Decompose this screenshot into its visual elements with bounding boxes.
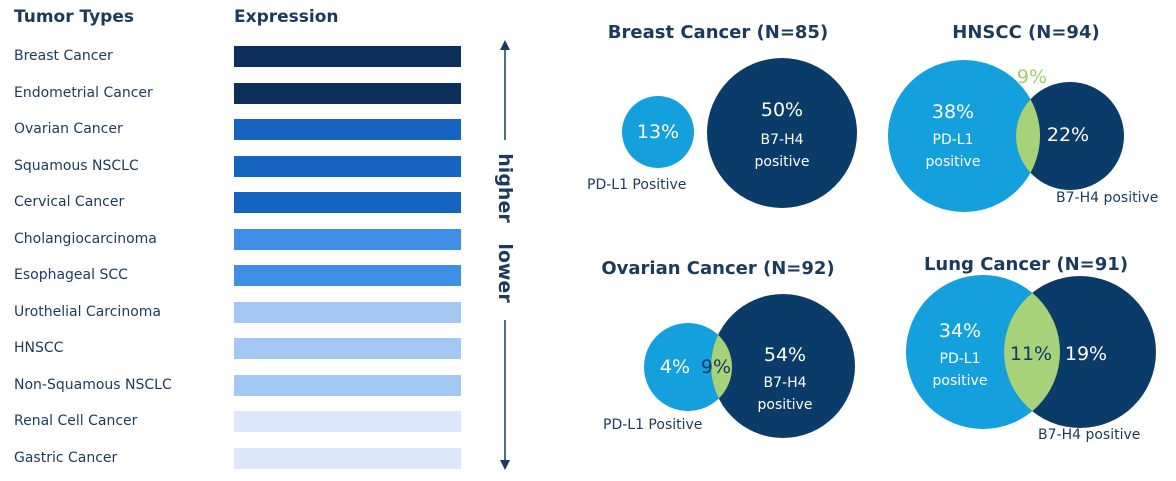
breast-b7h4-label-2: positive	[754, 154, 810, 170]
tumor-type-label: Endometrial Cancer	[14, 84, 153, 101]
lung-pdl1-label-2: positive	[932, 373, 988, 389]
ovarian-overlap-pct: 9%	[700, 356, 732, 378]
expression-bar	[234, 46, 461, 67]
ovarian-pdl1-external-label: PD-L1 Positive	[603, 417, 703, 433]
breast-title: Breast Cancer (N=85)	[607, 22, 829, 43]
tumor-type-label: Urothelial Carcinoma	[14, 303, 161, 320]
hnscc-b7h4-external-label: B7-H4 positive	[1056, 190, 1159, 206]
ovarian-pdl1-circle	[644, 323, 732, 411]
ovarian-title: Ovarian Cancer (N=92)	[601, 258, 835, 279]
tumor-type-label: Cervical Cancer	[14, 194, 125, 210]
lung-pdl1-label-1: PD-L1	[939, 351, 981, 367]
expression-bar	[234, 119, 461, 140]
hnscc-b7h4-pct: 22%	[1046, 124, 1090, 146]
ovarian-b7h4-circle	[711, 294, 855, 438]
hnscc-pdl1-label-1: PD-L1	[932, 132, 974, 148]
lung-b7h4-pct: 19%	[1064, 343, 1108, 365]
hnscc-pdl1-pct: 38%	[931, 101, 975, 123]
breast-pdl1-pct: 13%	[636, 121, 680, 143]
expression-bar	[234, 411, 461, 432]
expression-bar	[234, 265, 461, 286]
expression-bar	[234, 447, 461, 469]
hnscc-pdl1-label-2: positive	[925, 154, 981, 170]
tumor-type-label: HNSCC	[14, 340, 64, 356]
expression-bar	[234, 374, 461, 396]
lung-overlap	[1004, 276, 1060, 428]
breast-pdl1-circle	[622, 96, 694, 168]
ovarian-b7h4-label-1: B7-H4	[763, 375, 807, 391]
tumor-type-label: Ovarian Cancer	[14, 121, 123, 137]
expression-header: Expression	[234, 7, 339, 27]
lung-b7h4-external-label: B7-H4 positive	[1038, 427, 1141, 443]
ovarian-b7h4-label-2: positive	[757, 397, 813, 413]
breast-b7h4-pct: 50%	[760, 99, 804, 121]
hnscc-overlap-pct: 9%	[1016, 66, 1048, 88]
tumor-type-label: Breast Cancer	[14, 48, 113, 64]
tumor-type-label: Gastric Cancer	[14, 449, 118, 466]
expression-bar	[234, 301, 461, 323]
expression-bar	[234, 228, 461, 250]
tumor-type-label: Non-Squamous NSCLC	[14, 376, 172, 393]
hnscc-b7h4-circle	[1016, 82, 1124, 190]
tumor-type-label: Renal Cell Cancer	[14, 413, 138, 429]
expression-bar	[234, 155, 461, 177]
lung-overlap-pct: 11%	[1009, 343, 1053, 365]
tumor-type-label: Squamous NSCLC	[14, 157, 139, 174]
expression-bar	[234, 82, 461, 104]
breast-b7h4-circle	[707, 58, 857, 208]
expression-bar	[234, 192, 461, 213]
lung-title: Lung Cancer (N=91)	[923, 254, 1129, 275]
expression-bar	[234, 338, 461, 359]
hnscc-pdl1-circle	[888, 60, 1040, 212]
ovarian-pdl1-pct: 4%	[659, 356, 691, 378]
breast-b7h4-label-1: B7-H4	[760, 132, 804, 148]
breast-pdl1-external-label: PD-L1 Positive	[587, 177, 687, 193]
hnscc-title: HNSCC (N=94)	[952, 22, 1100, 43]
tumor-type-label: Cholangiocarcinoma	[14, 230, 157, 247]
tumor-type-label: Esophageal SCC	[14, 267, 128, 283]
ovarian-b7h4-pct: 54%	[763, 344, 807, 366]
tumor-types-header: Tumor Types	[14, 7, 135, 27]
expression-axis-arrow	[500, 40, 510, 470]
lung-pdl1-pct: 34%	[938, 320, 982, 342]
